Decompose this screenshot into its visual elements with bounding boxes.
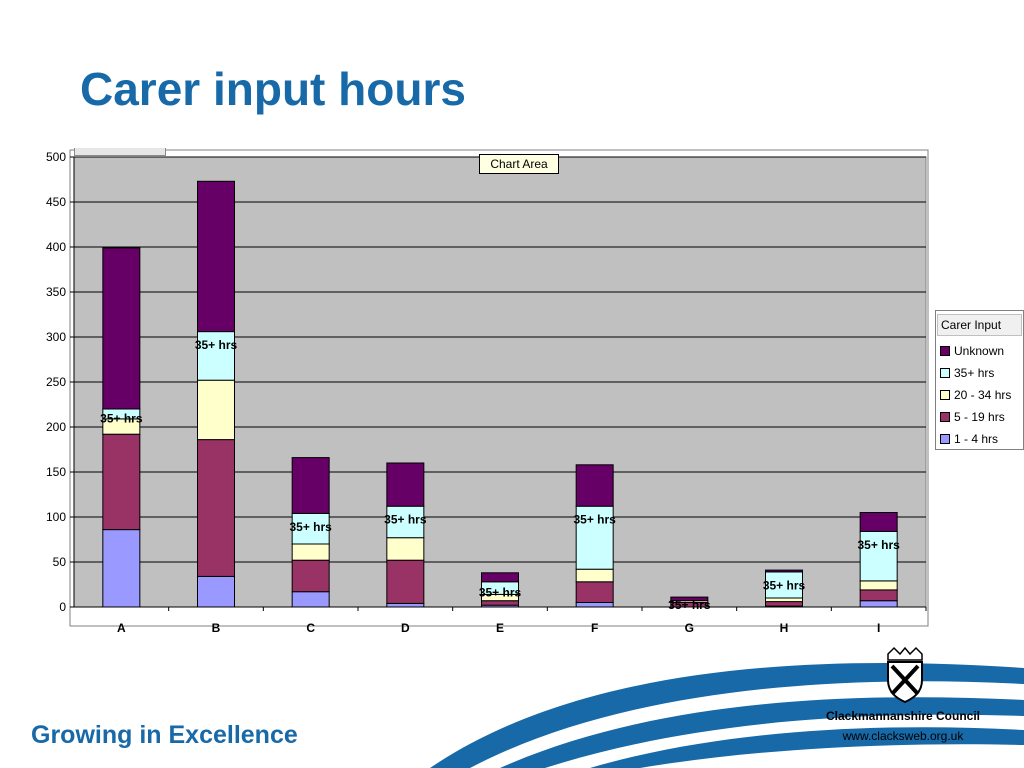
segment-annotation: 35+ hrs xyxy=(573,513,616,527)
x-tick-label: F xyxy=(591,621,598,635)
bar-segment[interactable] xyxy=(386,559,425,604)
bar-segment[interactable] xyxy=(291,559,330,593)
bar-segment[interactable] xyxy=(291,457,330,514)
x-tick-label: C xyxy=(306,621,315,635)
y-tick-label: 500 xyxy=(46,150,66,164)
website-link[interactable]: www.clacksweb.org.uk xyxy=(842,729,964,743)
x-tick-label: H xyxy=(780,621,789,635)
legend-item-20-34: 20 - 34 hrs xyxy=(940,386,1011,404)
legend[interactable]: Carer Input Unknown 35+ hrs 20 - 34 hrs … xyxy=(935,310,1024,450)
chart-title-placeholder[interactable] xyxy=(74,148,166,156)
y-tick-label: 250 xyxy=(46,375,66,389)
bar-segment[interactable] xyxy=(102,529,141,608)
bar-segment[interactable] xyxy=(481,572,519,583)
bar-segment[interactable] xyxy=(197,439,235,577)
x-tick-label: E xyxy=(496,621,504,635)
legend-item-unknown: Unknown xyxy=(940,342,1004,360)
y-tick-label: 450 xyxy=(46,195,66,209)
bar-segment[interactable] xyxy=(575,464,614,507)
x-tick-label: D xyxy=(401,621,410,635)
segment-annotation: 35+ hrs xyxy=(289,520,332,534)
slide-title: Carer input hours xyxy=(80,63,466,115)
legend-swatch xyxy=(940,433,950,444)
legend-swatch xyxy=(940,345,950,356)
bar-segment[interactable] xyxy=(386,505,425,539)
legend-swatch xyxy=(940,411,950,422)
y-tick-label: 50 xyxy=(53,555,67,569)
x-tick-label: A xyxy=(117,621,126,635)
legend-label: Unknown xyxy=(954,344,1005,358)
legend-item-35-plus: 35+ hrs xyxy=(940,364,994,382)
segment-annotation: 35+ hrs xyxy=(195,338,238,352)
footer-slogan: Growing in Excellence xyxy=(31,721,298,749)
segment-annotation: 35+ hrs xyxy=(479,586,522,600)
stacked-bar-chart[interactable]: 35+ hrs 35+ hrs 35+ hrs 35+ hrs 35+ hrs 35+ h… xyxy=(0,0,1024,640)
bars xyxy=(102,180,898,608)
segment-annotation: 35+ hrs xyxy=(384,513,427,527)
bar-segment[interactable] xyxy=(291,512,330,545)
bar-segment[interactable] xyxy=(102,433,141,531)
legend-swatch xyxy=(940,367,950,378)
annotations: 35+ hrs 35+ hrs 35+ hrs 35+ hrs 35+ hrs 35+ h… xyxy=(100,338,900,612)
y-tick-label: 200 xyxy=(46,420,66,434)
x-tick-label: B xyxy=(212,621,221,635)
y-axis: 0 50 100 150 200 250 300 350 400 450 500 xyxy=(46,150,75,614)
segment-annotation: 35+ hrs xyxy=(763,578,806,592)
y-tick-label: 350 xyxy=(46,285,66,299)
legend-item-5-19: 5 - 19 hrs xyxy=(940,408,1005,426)
y-tick-label: 0 xyxy=(59,600,66,614)
bar-segment[interactable] xyxy=(102,247,141,410)
x-tick-label: I xyxy=(877,621,880,635)
bar-segment[interactable] xyxy=(197,379,235,441)
legend-label: 35+ hrs xyxy=(954,366,995,380)
y-tick-label: 300 xyxy=(46,330,66,344)
bar-segment[interactable] xyxy=(670,596,709,602)
bar-segment[interactable] xyxy=(859,512,898,532)
organisation-name: Clackmannanshire Council xyxy=(825,709,981,723)
segment-annotation: 35+ hrs xyxy=(100,411,143,425)
y-tick-label: 150 xyxy=(46,465,66,479)
legend-item-1-4: 1 - 4 hrs xyxy=(940,430,998,448)
x-axis: A B C D E F G H I xyxy=(74,606,927,635)
y-tick-label: 400 xyxy=(46,240,66,254)
y-tick-label: 100 xyxy=(46,510,66,524)
legend-label: 5 - 19 hrs xyxy=(954,410,1005,424)
legend-title: Carer Input xyxy=(937,314,1022,336)
legend-label: 1 - 4 hrs xyxy=(954,432,999,446)
chart-area-tooltip: Chart Area xyxy=(479,154,559,174)
council-crest-logo xyxy=(887,646,923,704)
legend-swatch xyxy=(940,389,950,400)
bar-segment[interactable] xyxy=(197,331,235,381)
bar-segment[interactable] xyxy=(386,462,425,507)
bar-segment[interactable] xyxy=(197,180,235,333)
bar-segment[interactable] xyxy=(575,505,614,570)
segment-annotation: 35+ hrs xyxy=(857,538,900,552)
legend-label: 20 - 34 hrs xyxy=(954,388,1012,402)
x-tick-label: G xyxy=(685,621,694,635)
bar-segment[interactable] xyxy=(765,569,803,573)
segment-annotation: 35+ hrs xyxy=(668,598,711,612)
